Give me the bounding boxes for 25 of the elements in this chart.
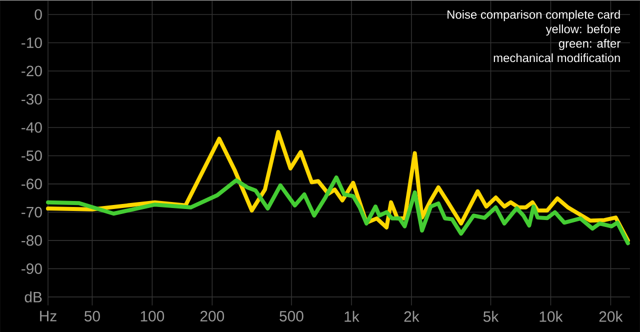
y-tick-label: -40 [22,122,42,133]
y-tick-label: -30 [22,94,42,104]
y-tick-label: -10 [22,37,42,48]
x-tick-label: 5k [483,310,499,322]
y-tick-label: -70 [22,206,42,218]
x-tick-label: 200 [200,310,224,322]
y-tick-label: -20 [22,66,42,76]
annotation: Noise comparison complete card [448,10,620,21]
y-tick-label: -50 [22,150,42,161]
x-tick-label: 2k [404,310,420,322]
x-tick-label: 50 [84,310,100,322]
x-tick-label: 20k [599,310,623,322]
y-tick-label: -80 [22,234,42,246]
annotation: mechanical modification [494,53,620,62]
x-tick-label: 1k [344,310,360,322]
y-tick-label: 0 [34,9,42,20]
y-tick-label: -90 [22,263,42,274]
annotation: green: after [558,38,620,50]
x-tick-label: Hz [40,310,56,322]
y-tick-label: dB [24,291,42,302]
annotation: yellow: before [546,24,620,36]
x-tick-label: 10k [540,310,563,322]
x-tick-label: 500 [280,310,304,322]
y-tick-label: -60 [22,178,42,190]
x-tick-label: 100 [140,310,164,322]
